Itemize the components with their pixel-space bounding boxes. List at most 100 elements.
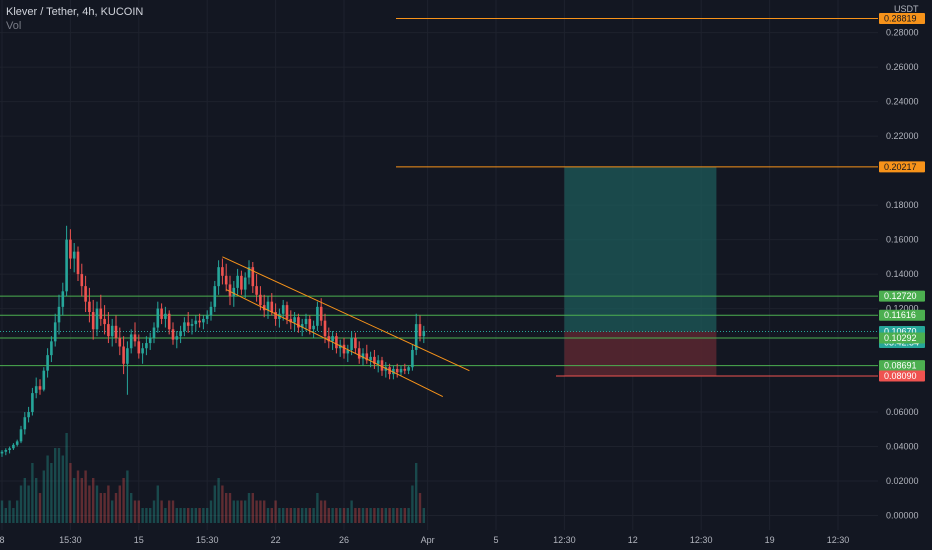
candle-body	[357, 348, 361, 359]
candle-body	[217, 267, 220, 287]
volume-bar	[122, 478, 125, 523]
candle-body	[221, 267, 224, 276]
candle-body	[148, 337, 152, 344]
time-tick-label: 12:30	[553, 535, 576, 545]
candle-body	[418, 324, 422, 337]
candle-body	[369, 356, 372, 361]
volume-bar	[38, 493, 42, 523]
time-tick-label: 12:30	[827, 535, 850, 545]
price-tags: 0.288190.202170.127200.116160.1067003:42…	[879, 12, 925, 382]
channel-lower-line	[225, 289, 444, 397]
candle-body	[8, 448, 11, 451]
candle-body	[361, 353, 365, 359]
candle-body	[31, 393, 34, 413]
candle-body	[167, 313, 171, 330]
volume-bar	[331, 508, 334, 523]
price-tick-label: 0.02000	[886, 476, 919, 486]
volume-bar	[388, 508, 391, 523]
volume-bar	[88, 485, 91, 523]
price-axis[interactable]: 0.28000 0.26000 0.24000 0.22000 0.18000 0.160…	[878, 0, 932, 550]
volume-bar	[12, 508, 15, 523]
time-tick-label: Apr	[421, 535, 435, 545]
price-tag	[879, 370, 925, 382]
volume-bar	[339, 508, 342, 523]
candle-body	[376, 360, 380, 364]
candle-body	[103, 318, 106, 325]
volume-bar	[69, 463, 72, 523]
volume-bar	[312, 508, 315, 523]
candle-body	[4, 450, 8, 452]
candle-body	[194, 320, 198, 325]
time-tick-label: 15	[134, 535, 144, 545]
candle-body	[72, 251, 76, 259]
candle-body	[107, 324, 110, 337]
volume-bar	[206, 508, 209, 523]
volume-bar	[221, 485, 224, 523]
time-tick-label: 19	[765, 535, 775, 545]
volume-bar	[76, 470, 80, 523]
descending-channel[interactable]	[222, 256, 470, 397]
volume-bar	[320, 500, 323, 523]
price-tag	[879, 360, 925, 372]
candle-body	[289, 318, 293, 323]
candle-body	[297, 317, 300, 328]
candle-body	[251, 267, 255, 287]
candle-body	[95, 308, 99, 330]
volume-bar	[244, 500, 247, 523]
candle-body	[259, 294, 262, 306]
volume-bar	[228, 493, 232, 523]
volume-bar	[411, 485, 414, 523]
volume-bar	[111, 500, 114, 523]
candle-body	[183, 322, 186, 331]
time-axis[interactable]: 8 15:30 15 15:30 22 26 Apr 5 12:30 12 12:30 19 12:30	[0, 535, 849, 545]
candle-body	[88, 301, 91, 313]
volume-bar	[297, 508, 300, 523]
volume-bar	[323, 500, 327, 523]
candle-body	[186, 322, 190, 326]
volume-bar	[255, 500, 258, 523]
candle-body	[354, 337, 357, 349]
candle-body	[243, 277, 247, 290]
price-tag-label: 0.10292	[884, 333, 917, 343]
candle-body	[198, 320, 201, 323]
candle-body	[255, 286, 258, 295]
volume-bar	[164, 508, 167, 523]
candle-body	[205, 315, 209, 319]
symbol-title[interactable]: Klever / Tether, 4h, KUCOIN	[6, 6, 144, 18]
volume-bar	[396, 508, 399, 523]
price-tag-label: 0.20217	[884, 162, 917, 172]
volume-bar	[145, 508, 148, 523]
volume-bar	[16, 500, 19, 523]
candle-body	[346, 349, 350, 354]
price-tag	[879, 309, 925, 321]
candle-body	[38, 386, 42, 390]
volume-bar	[350, 500, 353, 523]
candle-body	[213, 286, 217, 307]
candle-body	[99, 308, 103, 319]
volume-bar	[384, 508, 387, 523]
price-tick-label: 0.24000	[886, 97, 919, 107]
volume-bar	[236, 500, 239, 523]
volume-bar	[31, 463, 34, 523]
candle-body	[53, 322, 57, 342]
volume-label[interactable]: Vol	[6, 20, 22, 32]
volume-bar	[377, 508, 380, 523]
candle-body	[281, 305, 285, 314]
price-tick-label: 0.14000	[886, 269, 919, 279]
candle-body	[179, 330, 182, 337]
price-tick-label: 0.28000	[886, 28, 919, 38]
volume-bar	[217, 478, 220, 523]
volume-bar	[392, 508, 395, 523]
price-tag-label: 0.08691	[884, 361, 917, 371]
candle-body	[407, 367, 410, 371]
target-zone	[564, 166, 717, 332]
volume-bar	[183, 508, 186, 523]
price-tag-label: 0.08090	[884, 371, 917, 381]
volume-bar	[407, 508, 410, 523]
candle-body	[42, 370, 46, 390]
volume-bar	[57, 448, 61, 523]
volume-bar	[369, 508, 372, 523]
price-tick-label: 0.00000	[886, 511, 919, 521]
candle-body	[365, 353, 369, 361]
